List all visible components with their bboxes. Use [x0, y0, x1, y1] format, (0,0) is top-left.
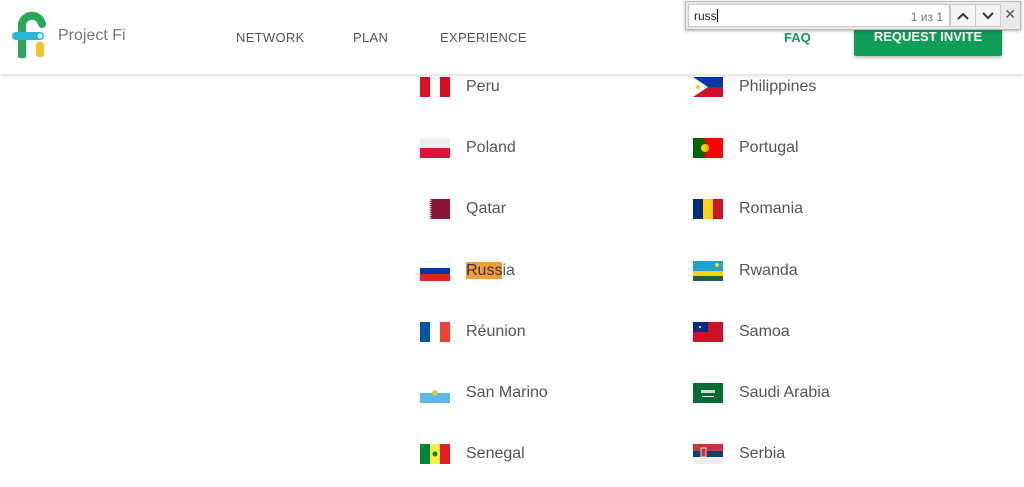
- find-query: russ: [694, 9, 717, 23]
- country-item: Romania: [693, 198, 803, 220]
- country-name: Qatar: [466, 200, 507, 218]
- country-item: Samoa: [693, 321, 790, 343]
- country-name: Serbia: [739, 445, 786, 463]
- country-name: Réunion: [466, 322, 526, 340]
- project-fi-logo[interactable]: [12, 12, 52, 58]
- country-name: Romania: [739, 200, 804, 218]
- country-item: Serbia: [693, 443, 785, 465]
- find-match-count: 1 из 1: [910, 10, 943, 24]
- nav-network[interactable]: NETWORK: [236, 30, 305, 45]
- france-flag-icon: [420, 321, 450, 342]
- country-item: Réunion: [420, 321, 526, 343]
- country-item: Portugal: [693, 137, 799, 159]
- country-name: Saudi Arabia: [739, 384, 830, 401]
- country-name: Rwanda: [739, 261, 798, 279]
- chevron-down-icon: [982, 11, 994, 19]
- country-item: Saudi Arabia: [693, 382, 830, 404]
- country-name: Philippines: [739, 78, 817, 95]
- country-item: Russia: [420, 260, 515, 282]
- brand-name: Project Fi: [58, 27, 126, 44]
- nav-faq[interactable]: FAQ: [784, 30, 811, 45]
- close-icon[interactable]: ✕: [1004, 6, 1016, 22]
- peru-flag-icon: [420, 77, 450, 97]
- country-name: Poland: [466, 139, 516, 157]
- san-marino-flag-icon: [420, 383, 450, 403]
- samoa-flag-icon: [693, 321, 723, 342]
- find-next-button[interactable]: [975, 4, 1001, 27]
- senegal-flag-icon: [420, 444, 450, 465]
- country-item: Peru: [420, 76, 500, 98]
- country-name: Peru: [466, 78, 500, 95]
- saudi-arabia-flag-icon: [693, 383, 723, 403]
- country-item: Senegal: [420, 443, 525, 465]
- country-item: Qatar: [420, 198, 506, 220]
- country-item: San Marino: [420, 382, 548, 404]
- country-name-rest: ia: [502, 261, 515, 279]
- find-highlight: Russ: [466, 261, 503, 279]
- nav-plan[interactable]: PLAN: [353, 30, 389, 45]
- country-item: Philippines: [693, 76, 816, 98]
- country-name: San Marino: [466, 384, 548, 401]
- romania-flag-icon: [693, 199, 723, 220]
- find-bar: russ 1 из 1 ✕: [685, 1, 1021, 30]
- rwanda-flag-icon: [693, 260, 723, 281]
- country-name: Portugal: [739, 139, 799, 157]
- qatar-flag-icon: [420, 199, 450, 220]
- country-name: Russia: [466, 261, 515, 280]
- nav-experience[interactable]: EXPERIENCE: [440, 30, 527, 45]
- find-input[interactable]: russ 1 из 1: [688, 4, 950, 27]
- country-name: Senegal: [466, 445, 525, 463]
- serbia-flag-icon: [693, 444, 723, 465]
- philippines-flag-icon: [693, 77, 723, 97]
- find-previous-button[interactable]: [950, 4, 976, 27]
- country-name: Samoa: [739, 322, 790, 340]
- country-item: Rwanda: [693, 260, 798, 282]
- chevron-up-icon: [957, 12, 969, 20]
- poland-flag-icon: [420, 138, 450, 159]
- portugal-flag-icon: [693, 138, 723, 159]
- russia-flag-icon: [420, 260, 450, 281]
- country-item: Poland: [420, 137, 516, 159]
